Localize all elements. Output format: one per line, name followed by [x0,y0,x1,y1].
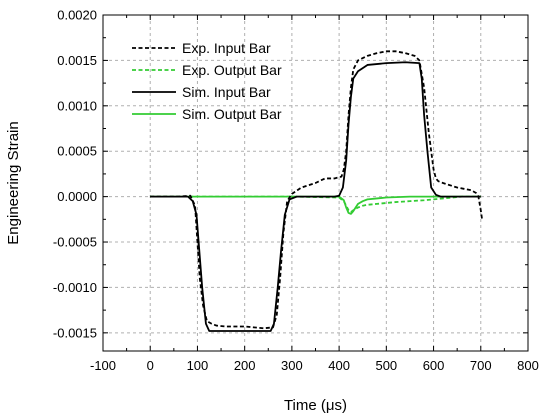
y-axis-label: Engineering Strain [5,121,22,244]
x-tick-label: 500 [375,358,397,373]
axis-ticks [102,14,529,351]
y-tick-label: 0.0010 [57,98,97,113]
y-tick-label: 0.0020 [57,8,97,23]
legend-label-exp-output-bar: Exp. Output Bar [182,62,282,78]
x-tick-label: 700 [470,358,492,373]
x-tick-label: 0 [147,358,154,373]
x-tick-label: 600 [423,358,445,373]
x-tick-label: 400 [328,358,350,373]
x-axis-label: Time (μs) [284,397,347,414]
series-lines [150,50,484,332]
y-tick-label: -0.0010 [53,280,97,295]
legend-label-sim-output-bar: Sim. Output Bar [182,106,282,122]
x-tick-label: 100 [187,358,209,373]
y-tick-label: -0.0015 [53,325,97,340]
x-tick-label: -100 [90,358,116,373]
x-tick-label: 200 [234,358,256,373]
legend: Exp. Input Bar Exp. Output Bar Sim. Input … [132,40,282,122]
x-tick-label: 300 [281,358,303,373]
legend-label-sim-input-bar: Sim. Input Bar [182,84,271,100]
x-tick-label: 800 [517,358,539,373]
y-tick-label: 0.0005 [57,144,97,159]
y-tick-label: 0.0000 [57,189,97,204]
y-tick-label: 0.0015 [57,53,97,68]
series-line-sim-input-bar [150,61,481,332]
series-line-sim-output-bar [150,195,481,215]
axis-tick-labels: -100 0 100 200 300 400 500 600 700 800 -0.0015 -0.0… [53,8,539,374]
y-tick-label: -0.0005 [53,235,97,250]
legend-label-exp-input-bar: Exp. Input Bar [182,40,271,56]
series-line-exp-input-bar [150,50,484,330]
